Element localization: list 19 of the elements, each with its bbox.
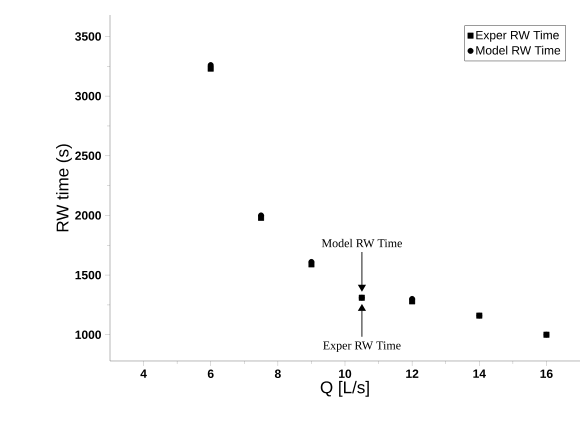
annotation: Model RW Time xyxy=(322,238,402,248)
x-tick-label: 4 xyxy=(140,370,147,378)
y-tick-label: 1000 xyxy=(76,330,101,339)
legend-label: Exper RW Time xyxy=(476,30,559,42)
y-tick-label: 1500 xyxy=(76,270,101,280)
legend-label: Model RW Time xyxy=(476,46,560,55)
x-tick-label: 14 xyxy=(473,370,486,378)
x-axis-title: Q [L/s] xyxy=(320,380,369,397)
x-tick-label: 12 xyxy=(406,370,418,378)
y-tick-label: 2000 xyxy=(75,211,101,220)
x-tick-label: 16 xyxy=(540,370,553,378)
x-tick-label: 8 xyxy=(274,370,281,378)
y-tick-label: 2500 xyxy=(75,152,101,160)
y-axis-title: RW time (s) xyxy=(56,144,72,232)
x-tick-label: 6 xyxy=(208,370,214,378)
x-tick-label: 10 xyxy=(339,370,352,378)
y-tick-label: 3000 xyxy=(75,92,101,100)
y-tick-label: 3500 xyxy=(75,32,101,41)
annotation: Exper RW Time xyxy=(323,341,401,352)
